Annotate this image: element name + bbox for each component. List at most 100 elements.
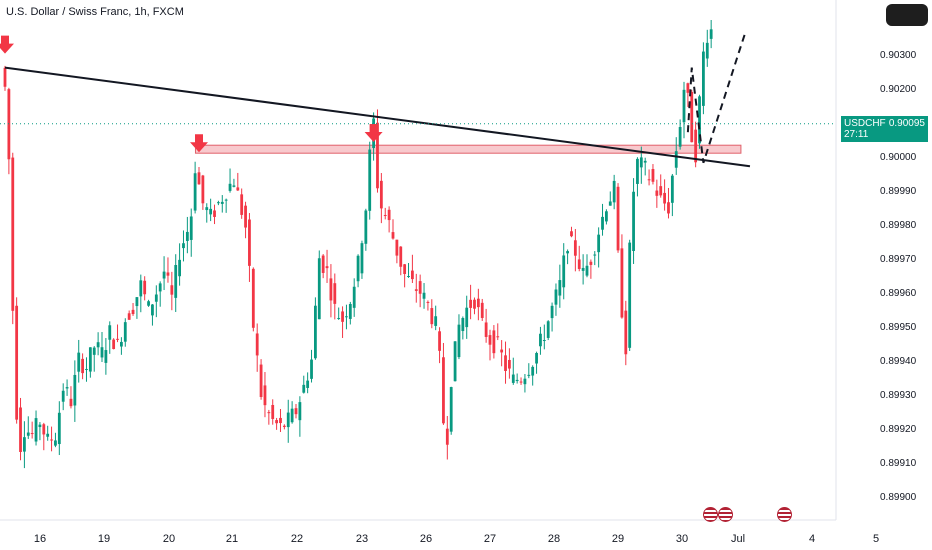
candle-body	[702, 51, 705, 106]
candle-body	[61, 390, 65, 402]
candle-body	[492, 330, 496, 354]
candle-body	[379, 180, 383, 209]
candle-body	[201, 175, 205, 204]
candle-body	[108, 325, 112, 340]
candle-body	[135, 297, 139, 307]
toolbar-button[interactable]	[886, 4, 928, 26]
candle-body	[34, 418, 38, 442]
candle-body	[23, 437, 26, 452]
candle-body	[698, 96, 701, 144]
candle-body	[182, 243, 185, 249]
candle-body	[643, 160, 647, 163]
candle-body	[341, 311, 344, 322]
candle-body	[174, 265, 178, 298]
candle-body	[104, 350, 108, 363]
candle-body	[162, 271, 166, 279]
candle-body	[407, 276, 410, 278]
candle-body	[442, 357, 445, 424]
candle-body	[151, 304, 154, 316]
candle-body	[403, 264, 407, 274]
candle-body	[476, 298, 480, 308]
badge-price: 0.90095	[888, 118, 925, 129]
candle-body	[581, 267, 585, 271]
x-tick-label: 4	[809, 533, 815, 545]
candle-body	[166, 272, 170, 276]
candle-body	[674, 151, 678, 168]
us-flag-icon[interactable]	[703, 507, 718, 522]
candle-body	[694, 129, 698, 163]
candle-body	[550, 305, 554, 319]
candle-body	[333, 283, 337, 304]
candle-body	[263, 385, 267, 406]
candle-body	[488, 335, 492, 345]
candle-body	[57, 412, 61, 445]
x-tick-label: 19	[98, 533, 110, 545]
candle-body	[663, 192, 666, 204]
chart-title: U.S. Dollar / Swiss Franc, 1h, FXCM	[6, 6, 184, 18]
candle-body	[539, 333, 542, 347]
candle-body	[636, 158, 639, 184]
candle-body	[438, 331, 441, 351]
candle-body	[302, 384, 306, 393]
candle-body	[85, 368, 88, 370]
x-tick-label: 21	[226, 533, 238, 545]
candle-body	[228, 183, 232, 191]
candle-body	[290, 408, 294, 423]
candle-body	[317, 258, 321, 320]
candle-body	[224, 199, 228, 201]
candle-body	[259, 364, 263, 398]
candle-body	[593, 254, 597, 256]
candle-body	[391, 232, 395, 239]
candle-body	[527, 374, 531, 376]
candle-body	[500, 349, 504, 353]
candle-body	[131, 309, 135, 315]
candle-body	[30, 433, 34, 435]
candle-body	[667, 202, 670, 214]
candle-body	[601, 216, 604, 230]
candle-body	[189, 216, 193, 240]
down-arrow-icon	[364, 124, 383, 142]
candle-body	[127, 313, 131, 320]
candle-body	[422, 292, 426, 299]
candle-body	[605, 211, 608, 222]
candle-body	[306, 380, 310, 388]
candle-body	[484, 322, 488, 337]
candle-body	[570, 231, 573, 237]
candle-body	[123, 322, 127, 342]
candle-body	[220, 201, 224, 204]
candle-body	[96, 342, 100, 348]
x-tick-label: 20	[163, 533, 175, 545]
candle-body	[473, 299, 476, 309]
candle-body	[585, 265, 589, 276]
candle-body	[399, 246, 403, 267]
candle-body	[69, 398, 73, 407]
candle-body	[282, 425, 286, 427]
candle-body	[209, 208, 213, 215]
y-tick-label: 0.89970	[880, 254, 917, 265]
badge-countdown: 27:11	[844, 129, 869, 140]
candle-body	[294, 408, 298, 415]
candle-body	[240, 194, 244, 215]
y-tick-label: 0.89940	[880, 356, 917, 367]
candle-body	[418, 281, 422, 294]
us-flag-icon[interactable]	[777, 507, 792, 522]
candle-body	[7, 89, 11, 160]
y-tick-label: 0.89980	[880, 220, 917, 231]
candle-body	[236, 187, 240, 191]
candle-body	[562, 255, 566, 288]
candle-body	[65, 387, 69, 389]
candle-body	[255, 333, 259, 356]
x-tick-label: 26	[420, 533, 432, 545]
candle-body	[325, 266, 329, 269]
candle-body	[251, 268, 255, 328]
candle-body	[120, 341, 123, 347]
candle-body	[453, 341, 457, 382]
candle-body	[639, 157, 643, 168]
candle-body	[612, 180, 616, 203]
candle-body	[77, 352, 81, 372]
us-flag-icon[interactable]	[718, 507, 733, 522]
candle-body	[116, 338, 119, 340]
candle-body	[597, 234, 601, 253]
